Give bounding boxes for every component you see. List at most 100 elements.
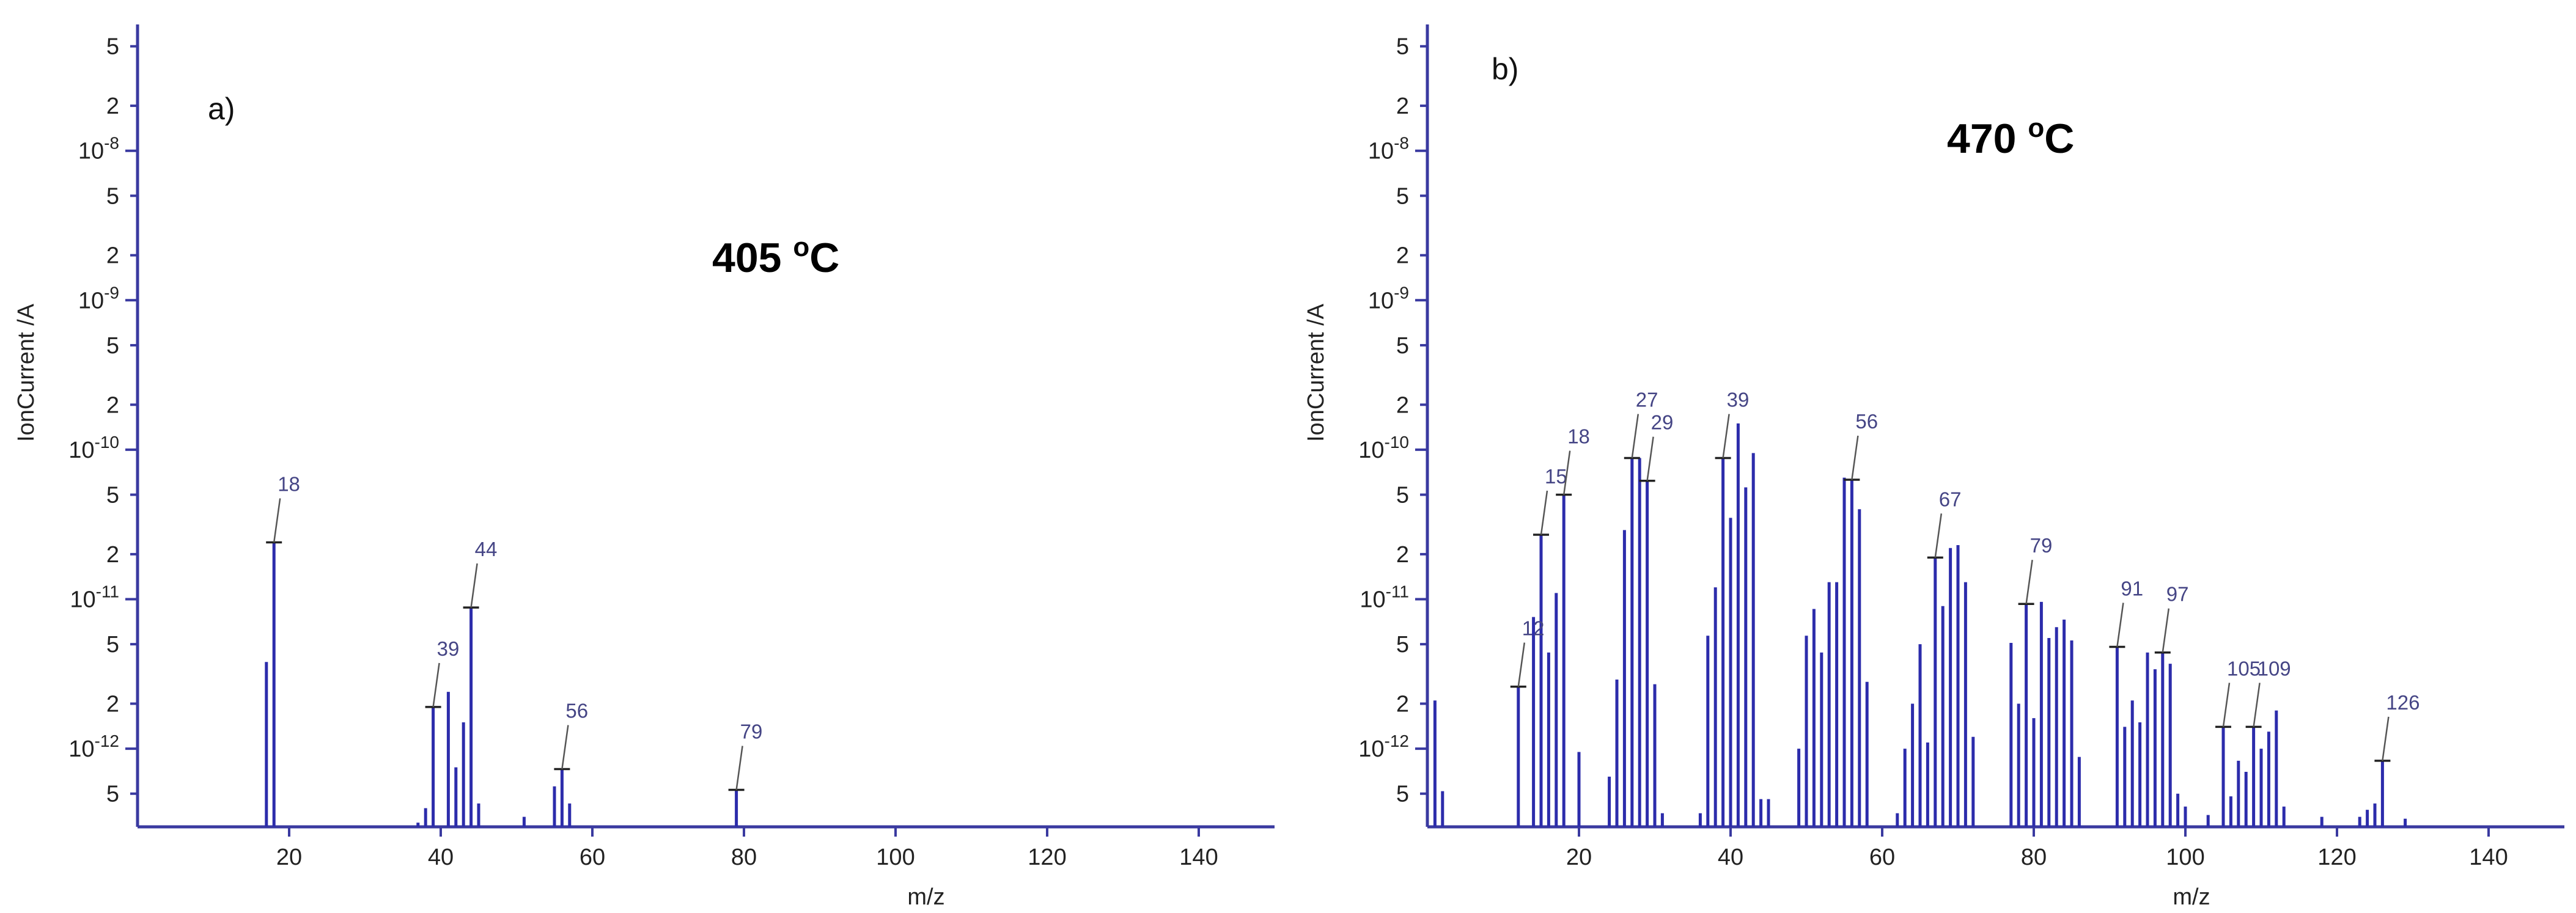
panel-b-y-tick-label: 10-10: [1358, 433, 1409, 463]
peak-leader-126: [2382, 716, 2390, 761]
panel-b-y-tick-label: 2: [1396, 392, 1409, 418]
peak-label-105: 105: [2227, 657, 2261, 680]
peak-label-56: 56: [1855, 410, 1878, 433]
panel-a-x-tick-label: 80: [731, 845, 757, 870]
panel-a-x-axis-title: m/z: [907, 884, 944, 910]
peak-leader-18: [1562, 450, 1571, 495]
peak-label-109: 109: [2258, 657, 2291, 680]
peak-label-15: 15: [1545, 465, 1567, 488]
peak-leader-97: [2162, 608, 2170, 653]
panel-b-x-tick-label: 20: [1566, 845, 1592, 870]
panel-a-x-tick-label: 40: [428, 845, 454, 870]
peak-label-44: 44: [475, 538, 498, 560]
peak-label-39: 39: [437, 637, 460, 660]
panel-b-temp-unit: C: [2044, 116, 2074, 162]
panel-b-chart: 20 40 60 80 100 120 140 5 10-12 2 5 10-11 2 5 10-10 2 5 1…: [1303, 24, 2564, 910]
panel-b-y-tick-label: 5: [1396, 183, 1409, 209]
panel-b-y-tick-label: 10-8: [1368, 134, 1409, 164]
peak-label-79: 79: [2030, 534, 2053, 557]
peak-leader-29: [1646, 436, 1654, 481]
peak-leader-56: [561, 725, 569, 769]
panel-a-y-tick-label: 5: [106, 483, 119, 508]
peak-label-18: 18: [1567, 425, 1590, 448]
peak-leader-79: [2025, 560, 2033, 604]
panel-a-x-tick-label: 20: [276, 845, 302, 870]
panel-b-y-tick-label: 5: [1396, 782, 1409, 807]
peak-leader-44: [470, 563, 478, 608]
peak-leader-105: [2222, 683, 2231, 727]
panel-a-y-tick-label: 10-12: [68, 732, 119, 762]
panel-b-x-axis-title: m/z: [2173, 884, 2210, 910]
panel-b-y-tick-label: 10-11: [1360, 582, 1409, 613]
panel-b-y-tick-label: 5: [1396, 333, 1409, 359]
panel-b-y-tick-label: 10-9: [1368, 283, 1409, 314]
panel-b-temperature-label: 470 oC: [1947, 113, 2074, 162]
peak-leader-67: [1934, 513, 1943, 558]
panel-a-temp-unit: C: [809, 235, 839, 281]
panel-b-y-tick-label: 2: [1396, 542, 1409, 568]
panel-a-y-tick-label: 2: [106, 243, 119, 269]
panel-a-temperature-label: 405 oC: [712, 232, 839, 281]
panel-b-temp-degree: o: [2028, 113, 2044, 143]
peak-label-79: 79: [740, 721, 763, 743]
panel-b-x-tick-label: 100: [2166, 845, 2204, 870]
panel-b-x-tick-label: 60: [1869, 845, 1895, 870]
panel-a-y-axis-title: IonCurrent /A: [13, 303, 39, 442]
panel-a-y-tick-label: 2: [106, 542, 119, 568]
peak-leader-39: [432, 662, 440, 708]
panel-a-y-tick-label: 2: [106, 392, 119, 418]
peak-leader-79: [735, 746, 743, 790]
panel-b-y-tick-label: 2: [1396, 243, 1409, 269]
panel-a-x-tick-label: 60: [580, 845, 605, 870]
panel-b-y-tick-label: 2: [1396, 691, 1409, 717]
panel-a-y-tick-label: 5: [106, 183, 119, 209]
panel-a-y-tick-label: 5: [106, 34, 119, 60]
peak-label-39: 39: [1727, 388, 1750, 411]
panel-b-x-tick-label: 140: [2469, 845, 2508, 870]
panel-a-y-tick-label: 10-9: [78, 283, 119, 314]
peak-label-27: 27: [1636, 388, 1658, 411]
panel-a-x-tick-label: 100: [876, 845, 914, 870]
panel-a-y-tick-label: 5: [106, 782, 119, 807]
panel-b-y-tick-label: 2: [1396, 94, 1409, 119]
panel-a-y-tick-label: 5: [106, 333, 119, 359]
panel-a-y-tick-label: 5: [106, 632, 119, 658]
panel-b-y-axis-title: IonCurrent /A: [1303, 303, 1329, 442]
peak-leader-91: [2116, 603, 2124, 647]
panel-a-x-tick-label: 120: [1028, 845, 1066, 870]
panel-b-label: b): [1492, 52, 1518, 86]
panel-a-y-tick-label: 10-8: [78, 134, 119, 164]
panel-b-y-tick-label: 5: [1396, 632, 1409, 658]
panel-a-y-tick-label: 10-10: [68, 433, 119, 463]
panel-a-x-tick-label: 140: [1179, 845, 1218, 870]
peak-label-91: 91: [2121, 577, 2143, 600]
panel-a-temp-value: 405: [712, 235, 793, 281]
panel-a-temp-degree: o: [793, 232, 809, 262]
peak-label-56: 56: [565, 700, 588, 722]
panel-a-y-tick-label: 2: [106, 94, 119, 119]
peak-label-126: 126: [2386, 691, 2420, 714]
peak-label-97: 97: [2166, 583, 2189, 606]
panel-b-x-tick-label: 40: [1718, 845, 1743, 870]
panel-b-y-tick-label: 10-12: [1358, 732, 1409, 762]
peak-label-67: 67: [1939, 488, 1962, 510]
peak-label-18: 18: [278, 473, 300, 496]
peak-leader-15: [1540, 490, 1548, 535]
peak-leader-39: [1722, 414, 1730, 458]
panel-b-y-tick-label: 5: [1396, 483, 1409, 508]
panel-b-x-tick-label: 80: [2021, 845, 2047, 870]
panel-a-chart: 20 40 60 80 100 120 140 5 10-12 2 5 10-11 2 5 10-10 2 5 1…: [13, 24, 1275, 910]
peak-leader-27: [1631, 414, 1639, 458]
peak-label-29: 29: [1651, 411, 1674, 434]
panel-b-x-tick-label: 120: [2317, 845, 2356, 870]
panel-a-label: a): [208, 92, 235, 126]
peak-leader-109: [2253, 683, 2261, 727]
peak-leader-18: [273, 498, 281, 543]
panel-b-y-tick-label: 5: [1396, 34, 1409, 60]
panel-a-y-tick-label: 10-11: [70, 582, 119, 613]
peak-label-12: 12: [1522, 617, 1545, 640]
peak-leader-12: [1517, 642, 1526, 687]
peak-leader-56: [1851, 435, 1859, 480]
panel-b-temp-value: 470: [1947, 116, 2028, 162]
